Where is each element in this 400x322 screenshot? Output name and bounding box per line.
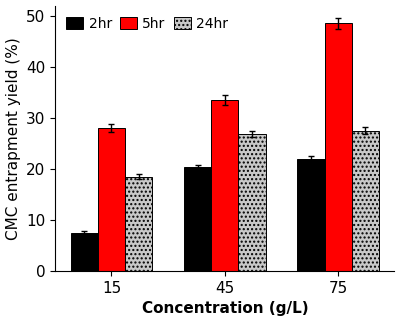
Legend: 2hr, 5hr, 24hr: 2hr, 5hr, 24hr: [62, 13, 232, 35]
Bar: [297, 159, 325, 271]
Bar: [211, 100, 238, 271]
Y-axis label: CMC entrapment yield (%): CMC entrapment yield (%): [6, 37, 20, 240]
Bar: [71, 233, 98, 271]
Bar: [325, 24, 352, 271]
Bar: [238, 134, 266, 271]
X-axis label: Concentration (g/L): Concentration (g/L): [142, 301, 308, 317]
Bar: [98, 128, 125, 271]
Bar: [352, 131, 379, 271]
Bar: [125, 177, 152, 271]
Bar: [184, 167, 211, 271]
